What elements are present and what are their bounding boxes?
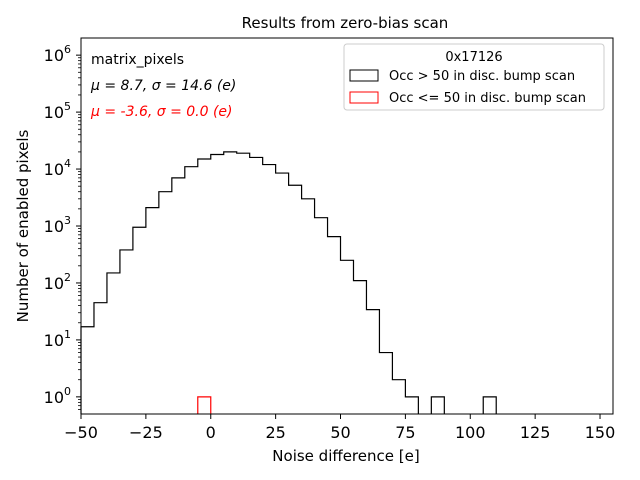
legend-swatch-black [349, 69, 379, 82]
y-tick-label-1: 101 [44, 328, 71, 350]
x-tick-label-6: 100 [455, 423, 486, 442]
y-tick-label-6: 106 [44, 43, 71, 65]
y-tick-label-4: 104 [44, 157, 71, 179]
legend: 0x17126 Occ > 50 in disc. bump scan Occ … [343, 43, 605, 111]
histogram-series-0-segment-0 [80, 151, 419, 414]
legend-entry-red: Occ <= 50 in disc. bump scan [389, 91, 586, 106]
x-tick-label-8: 150 [585, 423, 616, 442]
y-axis-label: Number of enabled pixels [14, 129, 32, 322]
x-tick-label-1: −25 [129, 423, 163, 442]
plot-area [80, 151, 497, 414]
x-tick-label-5: 75 [395, 423, 415, 442]
legend-swatch-red [349, 91, 379, 104]
legend-box [343, 43, 605, 111]
legend-title: 0x17126 [445, 50, 502, 65]
x-tick-label-7: 125 [520, 423, 551, 442]
histogram-series-0-segment-2 [482, 396, 497, 414]
y-axis: 100 101 102 103 104 105 106 [44, 43, 81, 410]
x-tick-label-4: 50 [330, 423, 350, 442]
x-axis-label: Noise difference [e] [272, 447, 419, 465]
x-tick-label-3: 25 [265, 423, 285, 442]
x-axis: −50 −25 0 25 50 75 100 125 150 [64, 414, 615, 442]
histogram-series-0-segment-1 [430, 396, 445, 414]
y-tick-label-2: 102 [44, 271, 71, 293]
x-tick-label-0: −50 [64, 423, 98, 442]
x-tick-label-2: 0 [206, 423, 216, 442]
annotation-stats-red: μ = -3.6, σ = 0.0 (e) [90, 104, 233, 120]
legend-entry-black: Occ > 50 in disc. bump scan [389, 69, 575, 84]
y-tick-label-5: 105 [44, 100, 71, 122]
y-tick-label-0: 100 [44, 385, 71, 407]
annotation-label: matrix_pixels [91, 52, 184, 68]
y-tick-label-3: 103 [44, 214, 71, 236]
histogram-series-1-segment-0 [197, 396, 212, 414]
annotation-stats-black: μ = 8.7, σ = 14.6 (e) [90, 78, 236, 94]
chart-title: Results from zero-bias scan [242, 14, 449, 32]
